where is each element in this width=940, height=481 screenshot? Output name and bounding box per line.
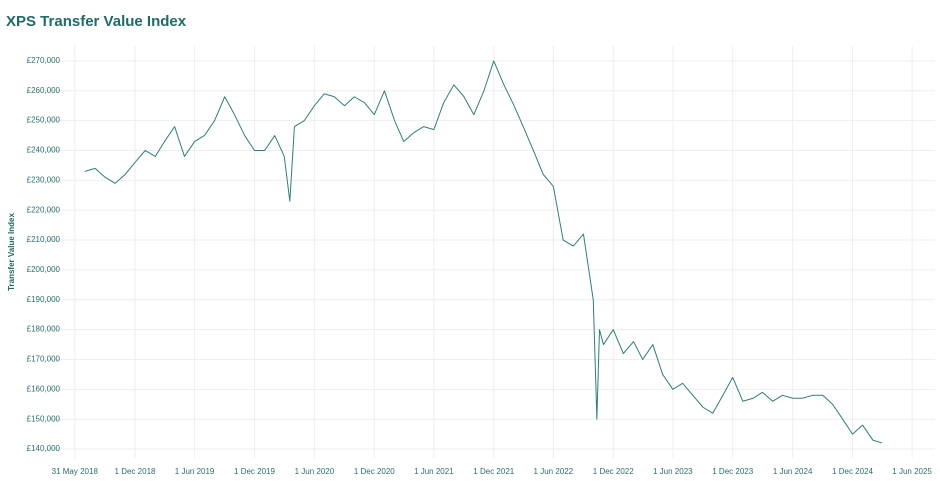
x-tick-label: 1 Dec 2021	[473, 467, 514, 476]
y-tick-label: £200,000	[27, 265, 61, 274]
y-tick-label: £250,000	[27, 116, 61, 125]
x-tick-label: 1 Dec 2019	[234, 467, 275, 476]
x-tick-label: 1 Jun 2020	[295, 467, 335, 476]
x-tick-label: 31 May 2018	[52, 467, 99, 476]
y-tick-label: £150,000	[27, 414, 61, 423]
chart-title: XPS Transfer Value Index	[6, 13, 187, 30]
x-tick-label: 1 Dec 2023	[712, 467, 753, 476]
y-tick-label: £220,000	[27, 205, 61, 214]
x-tick-label: 1 Dec 2018	[115, 467, 156, 476]
x-tick-label: 1 Dec 2020	[354, 467, 395, 476]
y-tick-label: £270,000	[27, 56, 61, 65]
y-tick-label: £240,000	[27, 146, 61, 155]
y-tick-label: £190,000	[27, 295, 61, 304]
y-tick-label: £210,000	[27, 235, 61, 244]
y-tick-label: £230,000	[27, 175, 61, 184]
x-tick-label: 1 Jun 2021	[414, 467, 454, 476]
x-tick-label: 1 Jun 2024	[773, 467, 813, 476]
y-axis-label: Transfer Value Index	[7, 213, 16, 291]
x-tick-label: 1 Dec 2024	[832, 467, 873, 476]
x-tick-label: 1 Jun 2022	[534, 467, 574, 476]
data-line	[84, 60, 883, 444]
y-tick-label: £140,000	[27, 444, 61, 453]
x-tick-label: 1 Jun 2023	[653, 467, 693, 476]
y-tick-label: £170,000	[27, 355, 61, 364]
y-tick-label: £180,000	[27, 325, 61, 334]
x-tick-label: 1 Jun 2019	[175, 467, 215, 476]
y-tick-label: £260,000	[27, 86, 61, 95]
x-tick-label: 1 Jun 2025	[892, 467, 932, 476]
y-tick-label: £160,000	[27, 384, 61, 393]
x-tick-label: 1 Dec 2022	[593, 467, 634, 476]
